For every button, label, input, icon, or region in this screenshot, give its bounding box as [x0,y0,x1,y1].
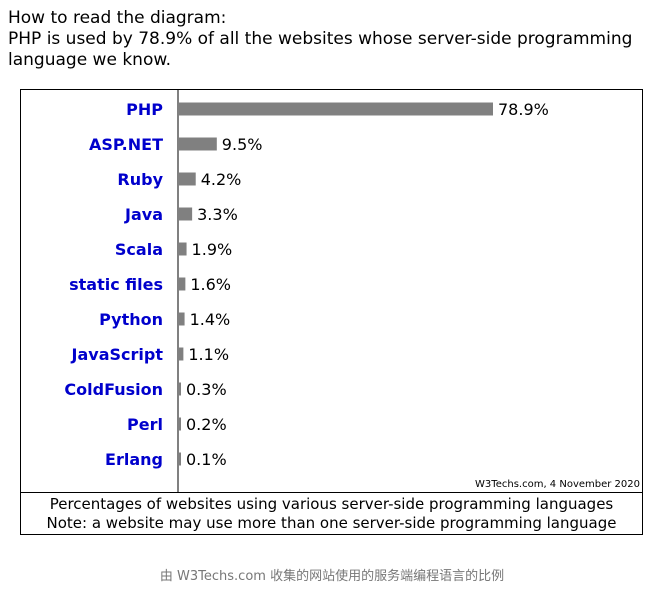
intro-line-2: PHP is used by 78.9% of all the websites… [8,29,633,49]
category-label-perl: Perl [127,415,163,434]
bar-scala [179,242,187,256]
bar-java [179,207,193,221]
chart-source: W3Techs.com, 4 November 2020 [475,479,640,490]
category-label-scala: Scala [115,240,163,259]
chart-frame: PHP 78.9% ASP.NET 9.5% Ruby 4.2% Java 3.3% Scala… [20,89,643,535]
value-label-ruby: 4.2% [201,170,242,189]
value-label-scala: 1.9% [192,240,233,259]
footnote-note: Note: a website may use more than one se… [46,514,617,532]
chart-divider [21,492,642,493]
bar-javascript [179,347,184,361]
category-label-python: Python [99,310,163,329]
bar-chart: PHP 78.9% ASP.NET 9.5% Ruby 4.2% Java 3.3% Scala… [64,90,549,492]
value-label-java: 3.3% [197,205,238,224]
category-label-php: PHP [126,100,163,119]
bar-python [179,312,185,326]
bar-coldfusion [179,382,181,396]
value-label-static-files: 1.6% [190,275,231,294]
value-label-perl: 0.2% [186,415,227,434]
intro-text: How to read the diagram: PHP is used by … [8,8,632,71]
value-label-erlang: 0.1% [186,450,227,469]
category-label-erlang: Erlang [105,450,163,469]
footnote-percentages: Percentages of websites using various se… [49,495,614,513]
category-label-javascript: JavaScript [71,345,164,364]
category-label-coldfusion: ColdFusion [64,380,163,399]
bar-erlang [179,452,181,466]
image-caption: 由 W3Techs.com 收集的网站使用的服务端编程语言的比例 [159,569,505,584]
bar-static-files [179,277,186,291]
bar-php [179,102,493,116]
bar-ruby [179,172,196,186]
category-label-asp-net: ASP.NET [89,135,163,154]
value-label-coldfusion: 0.3% [186,380,227,399]
bar-perl [179,417,181,431]
value-label-php: 78.9% [498,100,549,119]
category-label-java: Java [124,205,163,224]
value-label-javascript: 1.1% [188,345,229,364]
value-label-python: 1.4% [190,310,231,329]
intro-line-3: language we know. [8,50,172,70]
category-label-ruby: Ruby [117,170,163,189]
category-label-static-files: static files [69,275,163,294]
value-label-asp-net: 9.5% [222,135,263,154]
chart-footnotes: Percentages of websites using various se… [21,495,642,533]
bar-asp-net [179,137,217,151]
intro-heading: How to read the diagram: [8,8,227,28]
